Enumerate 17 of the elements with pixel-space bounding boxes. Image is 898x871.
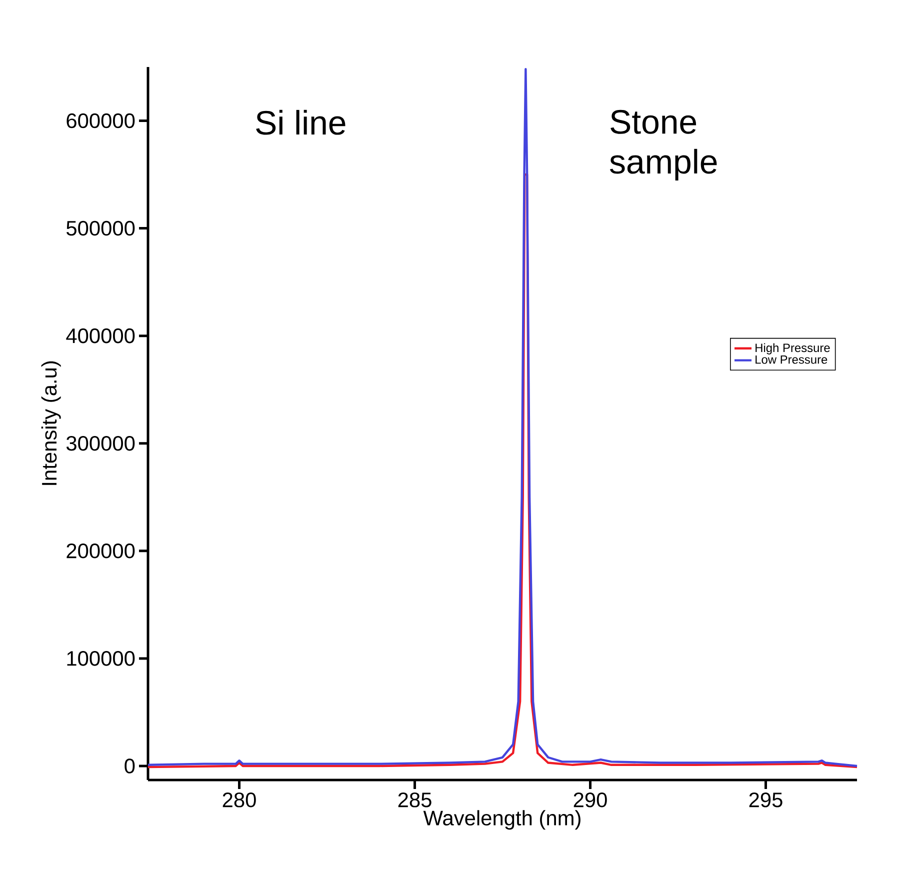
annotation: Stone sample [610,110,717,180]
y-tick-label: 300000 [66,436,135,451]
y-axis-title: Intensity (a.u) [41,361,61,485]
y-tick-label: 600000 [66,113,135,128]
y-tick-label: 100000 [67,651,135,666]
y-tick-label: 200000 [66,543,135,558]
y-tick-label: 500000 [66,220,135,236]
x-tick-label: 295 [749,792,782,808]
y-tick-label: 400000 [66,328,135,344]
legend-label: High Pressure [756,343,830,354]
x-tick-label: 280 [222,792,256,808]
x-axis-title: Wavelength (nm) [423,810,580,830]
x-tick-label: 290 [574,792,607,808]
annotation: Si line [256,110,346,135]
legend-label: Low Pressure [756,355,828,364]
y-tick-label: 0 [124,758,135,774]
x-tick-label: 285 [398,792,432,808]
